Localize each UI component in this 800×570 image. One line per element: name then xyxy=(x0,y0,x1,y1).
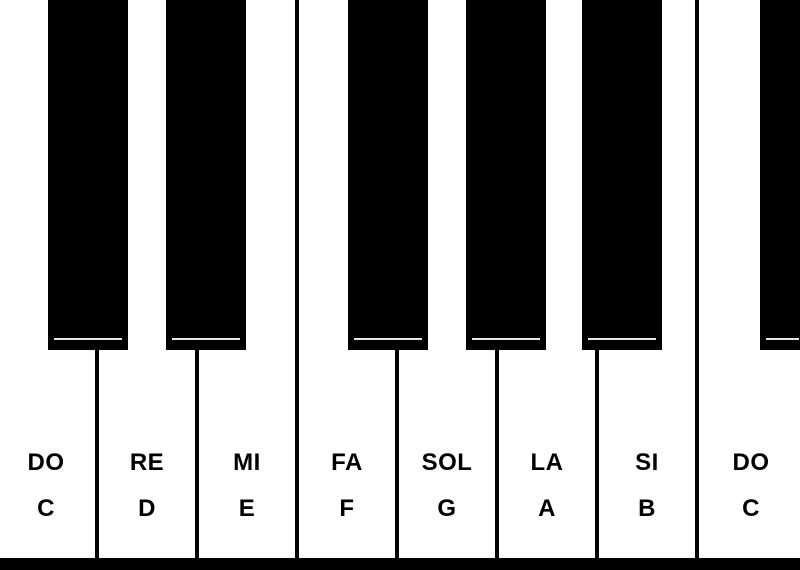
letter-label: F xyxy=(339,495,354,523)
black-key-as[interactable] xyxy=(582,0,662,350)
black-key-cs[interactable] xyxy=(48,0,128,350)
letter-label: A xyxy=(538,495,556,523)
keyboard-bottom-border xyxy=(0,558,800,570)
black-key-cs2[interactable] xyxy=(760,0,800,350)
solfege-label: DO xyxy=(28,449,65,477)
letter-label: C xyxy=(37,495,55,523)
solfege-label: RE xyxy=(130,449,164,477)
letter-label: D xyxy=(138,495,156,523)
black-key-gs[interactable] xyxy=(466,0,546,350)
letter-label: B xyxy=(638,495,656,523)
letter-label: C xyxy=(742,495,760,523)
solfege-label: SI xyxy=(635,449,659,477)
solfege-label: LA xyxy=(531,449,564,477)
black-key-fs[interactable] xyxy=(348,0,428,350)
piano-keyboard: DO C RE D MI E FA F SOL G LA A xyxy=(0,0,800,570)
letter-label: G xyxy=(437,495,456,523)
letter-label: E xyxy=(239,495,256,523)
solfege-label: MI xyxy=(233,449,261,477)
solfege-label: FA xyxy=(331,449,363,477)
solfege-label: SOL xyxy=(422,449,473,477)
black-key-ds[interactable] xyxy=(166,0,246,350)
solfege-label: DO xyxy=(733,449,770,477)
